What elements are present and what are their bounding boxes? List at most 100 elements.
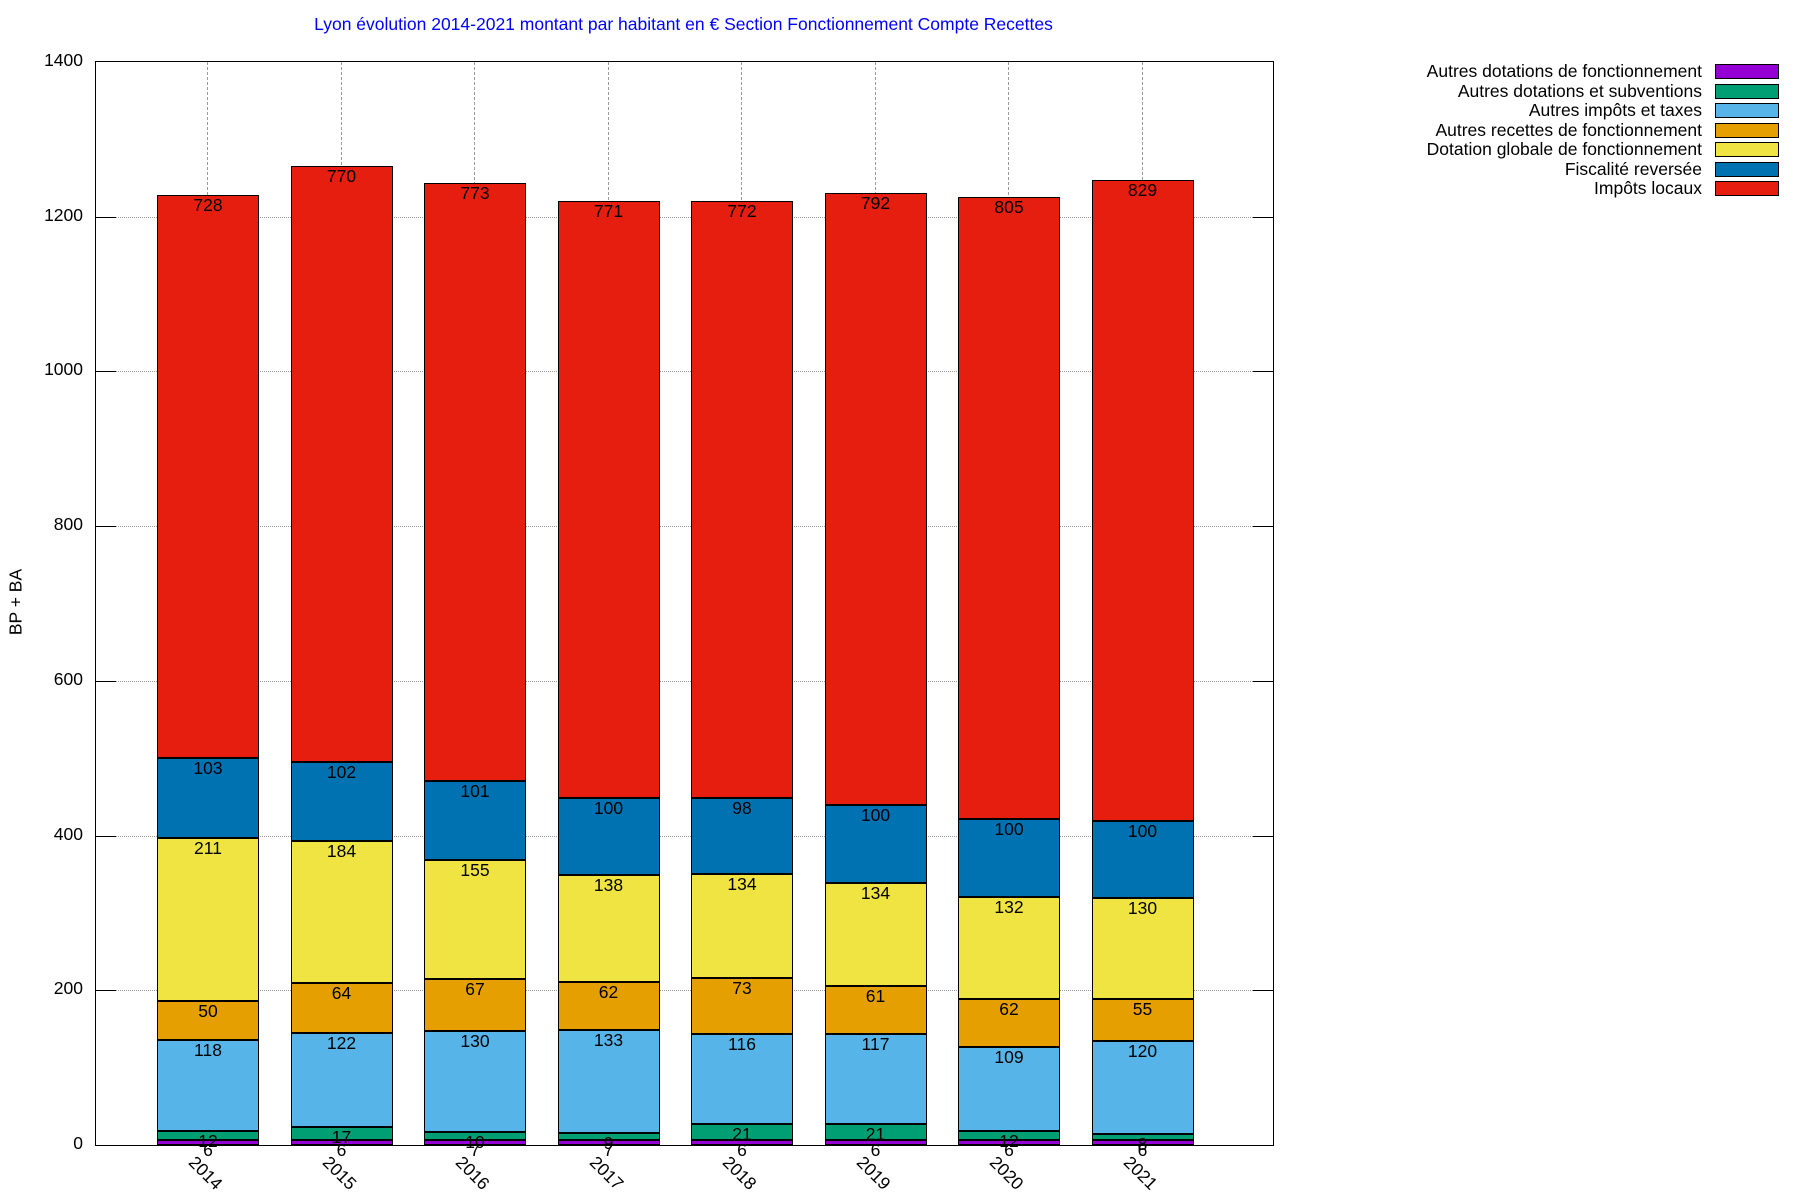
bar-segment [824,1124,927,1141]
bar-segment [1091,1140,1194,1145]
segment-value-label: 61 [865,986,886,1007]
segment-value-label: 728 [193,195,223,216]
bar-segment [824,805,927,883]
segment-value-label: 100 [593,797,624,818]
bar-segment [691,798,793,875]
y-tick-mark-left [96,680,116,682]
bar-segment [1091,1041,1194,1135]
segment-value-label: 134 [727,874,757,895]
segment-value-label: 6 [336,1140,347,1161]
segment-value-label: 12 [999,1131,1019,1152]
bar-segment [557,797,660,876]
bar-segment [424,1139,526,1145]
bar-segment [1091,898,1194,999]
segment-value-label: 130 [1127,898,1158,919]
segment-value-label: 62 [999,998,1019,1019]
segment-value-label: 6 [1004,1140,1014,1161]
y-tick-label: 200 [53,978,83,999]
y-tick-label: 1400 [44,50,83,70]
y-tick-label: 400 [53,823,83,844]
y-tick-label: 800 [53,514,83,535]
bar-segment [424,1031,526,1132]
legend-swatch [1715,83,1779,99]
bar-segment [557,1132,660,1140]
legend-swatch [1715,122,1779,138]
bar-2018: 6 21 116 73 134 98 772 [691,62,793,1160]
bar-segment [557,1029,660,1133]
bar-segment [958,1046,1060,1132]
segment-value-label: 7 [470,1139,480,1160]
y-gridline [96,216,1273,218]
segment-value-label: 772 [727,201,757,222]
legend-swatch [1715,142,1779,158]
segment-value-label: 100 [1127,820,1158,841]
y-tick-mark-right [1253,371,1273,373]
legend-swatch [1715,181,1779,197]
segment-value-label: 64 [331,983,352,1004]
bar-2020: 6 12 109 62 132 100 805 [958,62,1060,1160]
y-tick-mark-right [1253,835,1273,837]
bar-segment [557,981,660,1030]
y-tick-mark-left [96,526,116,528]
segment-value-label: 9 [603,1132,614,1153]
bar-segment [424,1131,526,1140]
bar-segment [424,979,526,1032]
legend-label: Impôts locaux [1594,178,1702,199]
y-tick-label: 1200 [44,204,83,225]
y-tick-mark-left [96,990,116,992]
bar-segment [424,859,526,980]
legend-row: Impôts locaux [1427,178,1779,199]
segment-value-label: 132 [994,896,1024,917]
legend-row: Autres dotations de fonctionnement [1426,61,1779,82]
legend-label: Autres dotations de fonctionnement [1426,61,1702,82]
legend-swatch [1715,103,1779,119]
segment-value-label: 73 [732,977,752,998]
bar-segment [958,1140,1060,1145]
bar-segment [157,758,259,838]
legend-label: Autres dotations et subventions [1457,80,1702,101]
y-gridline [96,526,1273,528]
bar-segment [1091,1134,1194,1141]
segment-value-label: 116 [728,1034,756,1055]
segment-value-label: 792 [860,192,891,213]
segment-value-label: 770 [326,166,357,187]
segment-value-label: 101 [460,781,490,802]
segment-value-label: 55 [1132,998,1153,1019]
bar-segment [290,166,393,763]
plot-area: 6 12 118 50 211 103 728 6 17 122 64 184 102 770 7 10 130… [95,61,1274,1160]
y-tick-label: 600 [53,668,83,689]
bar-segment [691,1124,793,1141]
segment-value-label: 118 [194,1039,222,1060]
chart-title: Lyon évolution 2014-2021 montant par hab… [314,14,1053,34]
bar-segment [557,1139,660,1145]
segment-value-label: 103 [193,758,223,779]
segment-value-label: 138 [593,875,624,896]
y-gridline [96,990,1273,992]
bar-segment [157,1039,259,1132]
bar-segment [691,874,793,978]
y-tick-mark-right [1253,680,1273,682]
bar-segment [157,1001,259,1040]
bar-2019: 6 21 117 61 134 100 792 [824,62,927,1160]
y-tick-mark-left [96,371,116,373]
bar-segment [691,1140,793,1145]
bar-segment [824,192,927,806]
y-tick-mark-left [96,216,116,218]
bar-2021: 6 8 120 55 130 100 829 [1091,62,1194,1160]
bar-segment [157,1140,259,1145]
segment-value-label: 6 [1137,1140,1148,1161]
bar-segment [424,781,526,860]
bar-segment [691,977,793,1035]
segment-value-label: 6 [203,1140,213,1161]
segment-value-label: 50 [198,1001,218,1022]
segment-value-label: 773 [460,183,490,204]
y-tick-mark-right [1253,990,1273,992]
segment-value-label: 122 [326,1032,357,1053]
bar-segment [958,998,1060,1047]
segment-value-label: 12 [198,1131,218,1152]
segment-value-label: 184 [326,840,357,861]
legend-row: Autres dotations et subventions [1427,80,1779,102]
legend-label: Dotation globale de fonctionnement [1426,139,1702,160]
legend-row: Autres recettes de fonctionnement [1427,120,1779,141]
segment-value-label: 211 [194,837,222,858]
